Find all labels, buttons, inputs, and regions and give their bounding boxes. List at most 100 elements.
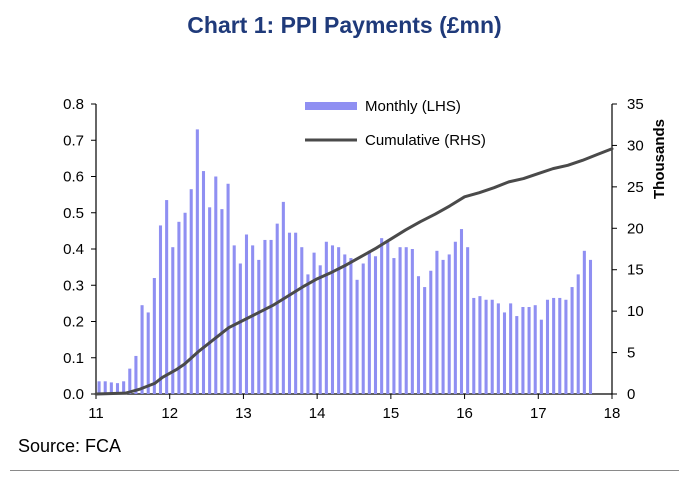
right-tick-label: 25 [627, 179, 644, 196]
monthly-bar [453, 241, 457, 394]
left-tick-label: 0.4 [63, 241, 84, 258]
right-tick-label: 10 [627, 303, 644, 320]
monthly-bar [373, 256, 378, 394]
x-tick-label: 11 [88, 405, 104, 422]
monthly-bar [201, 171, 206, 394]
legend-label-cumulative: Cumulative (RHS) [365, 132, 486, 149]
monthly-bar [294, 232, 298, 394]
monthly-bar [380, 238, 384, 395]
monthly-bar [306, 274, 310, 395]
right-tick-label: 5 [627, 345, 635, 362]
monthly-bar [318, 265, 322, 394]
left-tick-label: 0.2 [63, 314, 84, 331]
legend-swatch-monthly [305, 102, 357, 110]
monthly-bar [429, 270, 433, 394]
monthly-bar [183, 212, 187, 394]
monthly-bar [275, 223, 279, 394]
monthly-bar [441, 259, 445, 395]
monthly-bar [189, 189, 193, 394]
monthly-bar [564, 299, 568, 394]
monthly-bar [158, 225, 163, 394]
right-tick-label: 15 [627, 262, 644, 279]
monthly-bar [238, 263, 242, 394]
monthly-bar [502, 312, 507, 394]
legend: Monthly (LHS) Cumulative (RHS) [305, 98, 486, 149]
monthly-bar [330, 245, 335, 395]
monthly-bar [386, 241, 390, 394]
monthly-bar [226, 183, 230, 394]
monthly-bar [423, 287, 427, 394]
monthly-bar [472, 297, 476, 394]
monthly-bar [115, 383, 120, 395]
monthly-bar [195, 129, 199, 395]
x-tick-label: 18 [604, 405, 621, 422]
monthly-bar [97, 381, 101, 394]
left-tick-label: 0.3 [63, 277, 84, 294]
monthly-bar [251, 245, 255, 395]
right-tick-label: 35 [627, 96, 644, 113]
monthly-bar [527, 307, 531, 394]
monthly-bar [435, 250, 439, 394]
monthly-bar [134, 355, 138, 394]
monthly-bar [103, 381, 107, 394]
x-tick-label: 15 [383, 405, 400, 422]
left-tick-label: 0.6 [63, 169, 84, 186]
monthly-bar [570, 287, 574, 394]
monthly-bar [287, 232, 292, 394]
monthly-bar [496, 303, 500, 395]
monthly-bar [263, 239, 267, 394]
monthly-bar [539, 319, 543, 394]
monthly-bar [398, 247, 402, 394]
monthly-bar [349, 258, 353, 394]
monthly-bar [404, 247, 408, 394]
x-tick-label: 12 [161, 405, 178, 422]
monthly-bar [361, 263, 365, 394]
monthly-bar [533, 305, 537, 394]
monthly-bar [152, 278, 156, 394]
chart-title: Chart 1: PPI Payments (£mn) [187, 12, 502, 38]
monthly-bars [97, 129, 593, 395]
monthly-bar [177, 221, 181, 394]
footer-divider [10, 470, 679, 471]
monthly-bar [459, 229, 464, 394]
monthly-bar [171, 247, 175, 394]
monthly-bar [128, 368, 132, 395]
monthly-bar [300, 247, 304, 394]
monthly-bar [416, 276, 421, 394]
left-tick-label: 0.5 [63, 205, 84, 222]
monthly-bar [558, 297, 562, 394]
monthly-bar [478, 296, 482, 395]
cumulative-line-layer [94, 147, 614, 396]
monthly-bar [576, 274, 580, 395]
monthly-bar [447, 254, 451, 394]
x-tick-label: 14 [309, 405, 326, 422]
monthly-bar [109, 382, 113, 394]
left-tick-label: 0.1 [63, 350, 84, 367]
monthly-bar [312, 252, 316, 395]
monthly-bar [367, 250, 371, 394]
monthly-bar [122, 381, 126, 394]
monthly-bar [343, 254, 347, 394]
monthly-bar [466, 247, 470, 394]
axes-layer [91, 103, 617, 399]
monthly-bar [588, 259, 593, 395]
monthly-bar [509, 303, 513, 395]
left-tick-label: 0.8 [63, 96, 84, 113]
monthly-bar [324, 241, 328, 394]
monthly-bar [515, 316, 519, 394]
left-tick-label: 0.0 [63, 386, 84, 403]
monthly-bar [208, 207, 212, 394]
right-tick-label: 20 [627, 220, 644, 237]
x-tick-label: 16 [456, 405, 473, 422]
x-tick-label: 17 [530, 405, 547, 422]
monthly-bar [490, 299, 494, 394]
monthly-bar [146, 312, 150, 394]
left-tick-label: 0.7 [63, 132, 84, 149]
x-tick-label: 13 [235, 405, 252, 422]
monthly-bar [232, 245, 236, 395]
monthly-bar [521, 307, 525, 394]
monthly-bar [244, 234, 249, 394]
monthly-bar [165, 200, 169, 394]
monthly-bar [552, 297, 556, 394]
